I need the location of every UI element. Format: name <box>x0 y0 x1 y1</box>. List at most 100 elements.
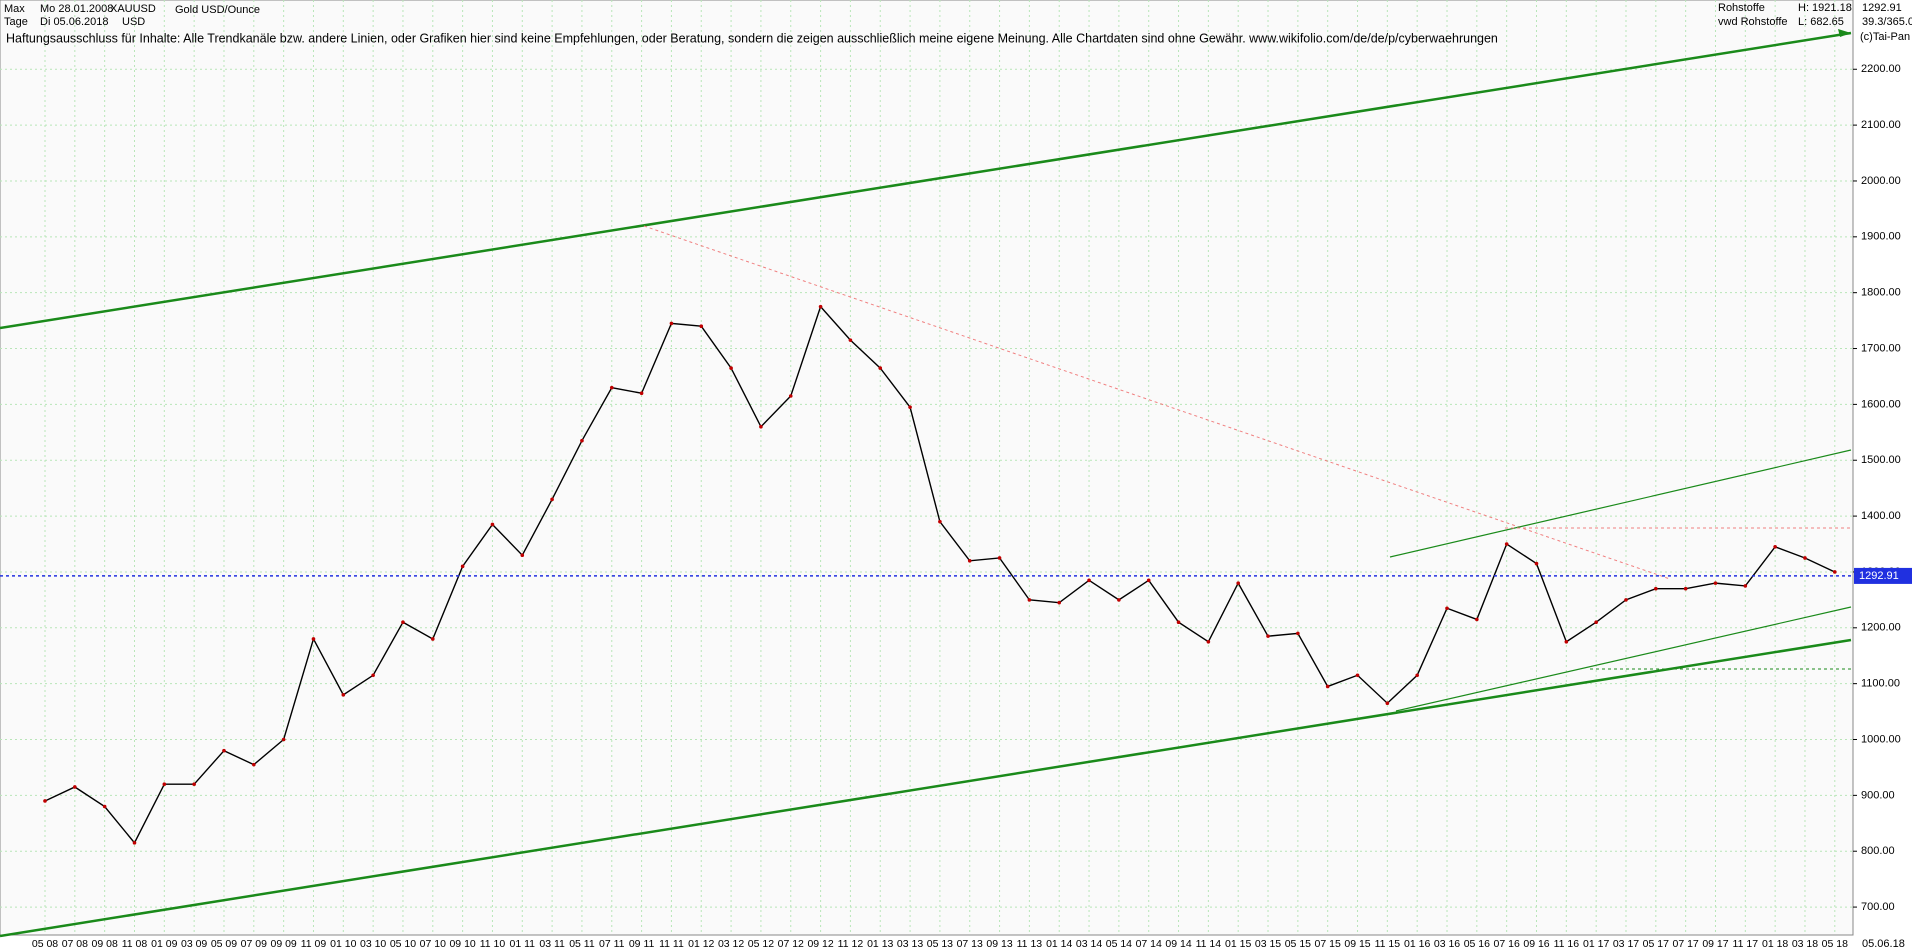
x-tick-label: 01 10 <box>330 938 356 950</box>
price-point <box>1296 631 1300 636</box>
x-tick-label: 03 14 <box>1076 938 1102 950</box>
price-point <box>580 438 584 443</box>
x-tick-label: 01 11 <box>510 938 536 950</box>
x-tick-label: 01 18 <box>1762 938 1788 950</box>
last: 1292.91 <box>1862 2 1902 14</box>
price-point <box>1027 598 1032 602</box>
price-point <box>1683 586 1688 591</box>
x-tick-label: 01 17 <box>1583 938 1609 950</box>
x-tick-label: 03 12 <box>718 938 744 950</box>
x-tick-label: 11 12 <box>838 938 864 950</box>
x-tick-label: 11 13 <box>1017 938 1043 950</box>
price-point <box>1654 586 1658 591</box>
price-point <box>938 519 942 524</box>
x-tick-label: 01 09 <box>151 938 177 950</box>
currency: USD <box>122 16 145 28</box>
price-point <box>669 321 674 326</box>
price-point <box>908 405 912 409</box>
price-point <box>1773 545 1777 549</box>
x-tick-label: 11 16 <box>1554 938 1580 950</box>
low: L: 682.65 <box>1798 16 1844 28</box>
y-tick-label: 800.00 <box>1861 845 1895 857</box>
price-point <box>371 673 375 678</box>
price-point <box>132 841 137 845</box>
x-tick-label: 03 16 <box>1434 938 1460 950</box>
price-point <box>1325 684 1330 689</box>
last-price-label: 1292.91 <box>1859 570 1899 582</box>
price-point <box>550 497 554 502</box>
price-point <box>1415 673 1419 678</box>
x-tick-label: 09 17 <box>1702 938 1728 950</box>
x-tick-label: 11 09 <box>301 938 327 950</box>
price-point <box>1206 639 1211 644</box>
price-point <box>759 424 763 429</box>
y-tick-label: 1900.00 <box>1861 231 1901 243</box>
price-point <box>609 385 614 390</box>
price-point <box>192 782 196 786</box>
x-tick-label: 09 13 <box>986 938 1012 950</box>
x-tick-label: 05 08 <box>32 938 58 950</box>
disclaimer: Haftungsausschluss für Inhalte: Alle Tre… <box>6 31 1498 45</box>
x-tick-label: 01 12 <box>688 938 714 950</box>
y-tick-label: 1700.00 <box>1861 342 1901 354</box>
x-tick-label: 07 12 <box>778 938 804 950</box>
x-tick-label: 07 13 <box>957 938 983 950</box>
x-tick-label: 09 10 <box>449 938 475 950</box>
x-tick-label: 03 18 <box>1792 938 1818 950</box>
start-date: Mo 28.01.2008 <box>40 3 113 15</box>
x-tick-label: 07 09 <box>241 938 267 950</box>
price-point <box>1594 620 1598 625</box>
x-tick-label: 09 11 <box>629 938 655 950</box>
price-point <box>639 391 644 396</box>
x-tick-label: 03 17 <box>1613 938 1639 950</box>
symbol: XAUUSD <box>110 3 156 15</box>
x-tick-label: 09 16 <box>1523 938 1549 950</box>
price-point <box>1236 581 1240 585</box>
y-tick-label: 900.00 <box>1861 789 1895 801</box>
x-tick-label: 11 10 <box>480 938 506 950</box>
price-point <box>1176 620 1181 625</box>
current-date: 05.06.18 <box>1862 938 1905 950</box>
price-point <box>430 637 435 641</box>
price-point <box>341 693 346 697</box>
x-tick-label: 11 17 <box>1733 938 1759 950</box>
y-tick-label: 700.00 <box>1861 901 1895 913</box>
x-tick-label: 07 11 <box>599 938 625 950</box>
price-point <box>1624 598 1628 602</box>
x-tick-label: 03 13 <box>897 938 923 950</box>
channel-line <box>1395 606 1852 712</box>
price-point <box>1445 606 1449 611</box>
price-point <box>699 324 704 328</box>
x-tick-label: 03 11 <box>539 938 565 950</box>
price-point <box>788 394 793 398</box>
price-point <box>729 366 733 370</box>
x-tick-label: 07 10 <box>420 938 446 950</box>
x-tick-label: 07 16 <box>1494 938 1520 950</box>
x-tick-label: 01 14 <box>1046 938 1072 950</box>
y-tick-label: 1600.00 <box>1861 398 1901 410</box>
x-tick-label: 05 10 <box>390 938 416 950</box>
price-point <box>878 366 883 370</box>
grid <box>0 0 1853 935</box>
market: Rohstoffe <box>1718 2 1765 14</box>
price-point <box>1803 556 1807 560</box>
price-point <box>1117 598 1121 602</box>
y-tick-label: 1200.00 <box>1861 622 1901 634</box>
price-point <box>1087 578 1091 583</box>
end-date: Di 05.06.2018 <box>40 16 109 28</box>
price-point <box>1833 570 1837 574</box>
x-tick-label: 11 14 <box>1196 938 1222 950</box>
x-tick-label: 05 14 <box>1106 938 1132 950</box>
price-point <box>1266 634 1270 638</box>
x-tick-label: 09 15 <box>1344 938 1370 950</box>
price-point <box>1475 617 1479 622</box>
price-point <box>43 799 47 803</box>
high: H: 1921.18 <box>1798 2 1852 14</box>
trend-arrow <box>1838 29 1851 37</box>
interval: Tage <box>4 16 28 28</box>
marks <box>0 304 1853 845</box>
price-point <box>1355 673 1360 678</box>
price-point <box>73 785 77 789</box>
price-point <box>162 782 167 786</box>
y-tick-label: 1000.00 <box>1861 733 1901 745</box>
